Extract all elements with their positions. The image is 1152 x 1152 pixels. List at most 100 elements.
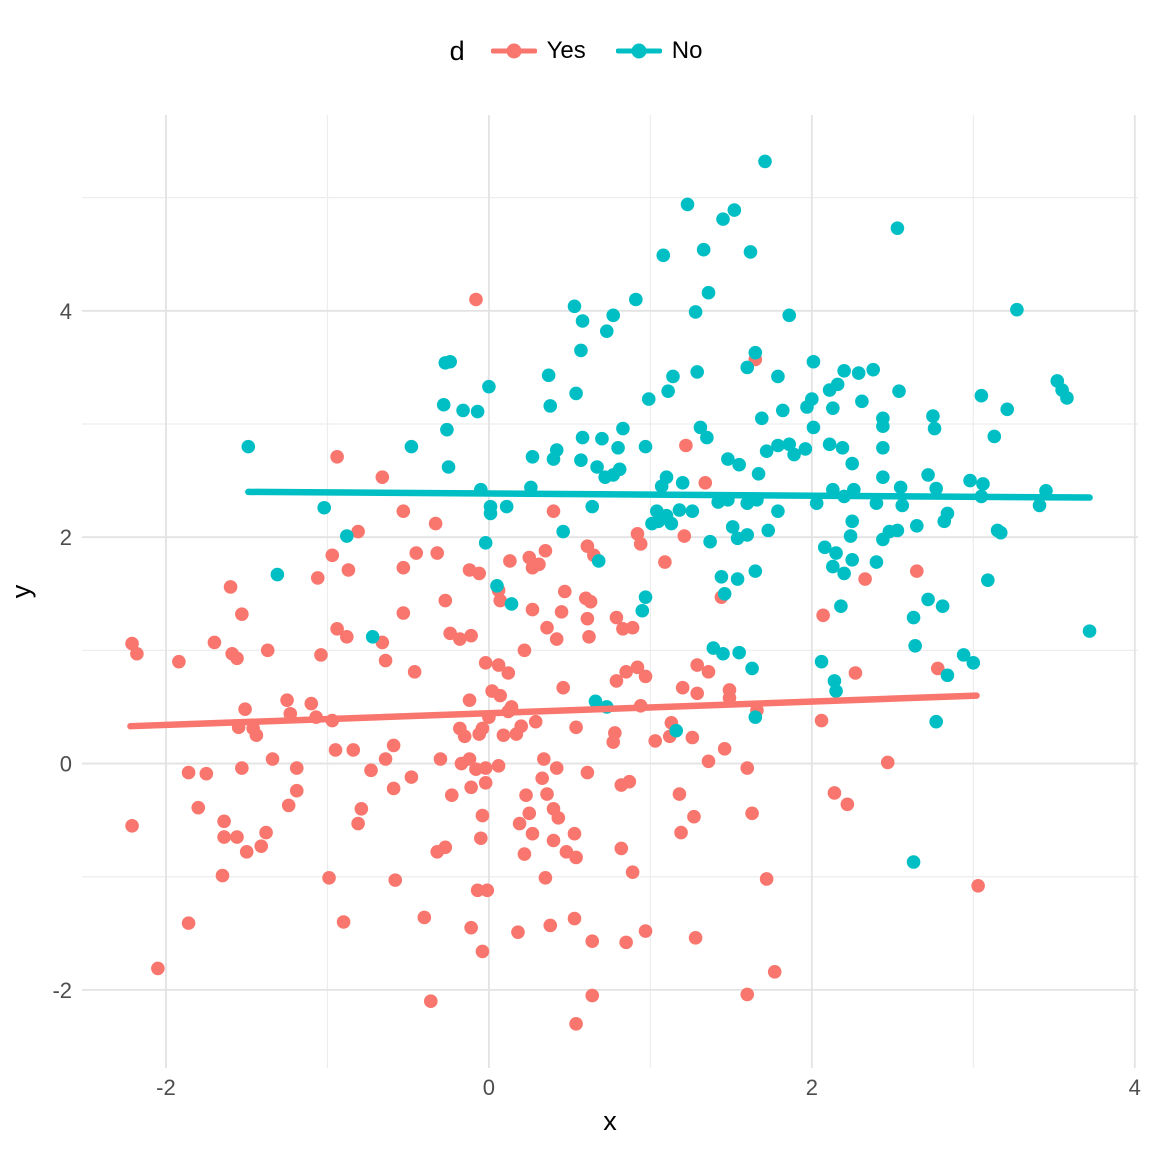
scatter-point-no — [730, 572, 745, 586]
scatter-point-yes — [540, 787, 554, 801]
scatter-point-no — [727, 203, 742, 217]
scatter-point-no — [543, 399, 558, 413]
scatter-point-no — [822, 437, 837, 452]
scatter-point-no — [490, 579, 504, 593]
scatter-point-yes — [745, 806, 759, 821]
scatter-point-yes — [536, 752, 551, 766]
scatter-point-no — [817, 540, 832, 555]
scatter-point-yes — [512, 816, 527, 831]
scatter-point-yes — [511, 925, 525, 939]
scatter-point-yes — [543, 918, 558, 933]
scatter-point-no — [588, 694, 603, 709]
scatter-point-no — [1032, 498, 1047, 513]
scatter-point-no — [599, 324, 614, 338]
scatter-point-no — [635, 603, 650, 618]
scatter-point-yes — [858, 572, 872, 586]
series-no — [241, 154, 1097, 869]
scatter-point-yes — [130, 646, 144, 661]
scatter-point-no — [574, 453, 588, 468]
scatter-point-yes — [567, 826, 582, 841]
scatter-point-yes — [540, 620, 554, 635]
scatter-point-yes — [909, 564, 924, 578]
scatter-point-no — [829, 546, 843, 560]
scatter-point-yes — [478, 761, 493, 775]
series-yes — [125, 292, 985, 1031]
scatter-point-no — [906, 855, 921, 869]
scatter-point-no — [611, 440, 625, 455]
scatter-point-no — [743, 245, 758, 259]
scatter-point-yes — [472, 566, 487, 581]
scatter-point-no — [606, 308, 621, 323]
scatter-point-yes — [259, 825, 273, 840]
scatter-point-no — [782, 437, 797, 452]
y-tick-label: -2 — [52, 978, 72, 1003]
scatter-point-yes — [457, 729, 472, 744]
scatter-point-yes — [559, 845, 574, 859]
scatter-point-yes — [522, 806, 537, 821]
scatter-point-yes — [217, 814, 231, 829]
x-tick-label: 2 — [806, 1075, 818, 1100]
scatter-point-yes — [428, 516, 443, 531]
scatter-point-no — [693, 420, 708, 435]
scatter-point-no — [680, 197, 695, 212]
scatter-point-yes — [475, 808, 490, 823]
scatter-point-yes — [609, 610, 624, 625]
scatter-point-yes — [648, 734, 663, 748]
scatter-point-no — [937, 514, 952, 529]
scatter-point-no — [546, 452, 561, 466]
scatter-point-no — [837, 363, 851, 378]
scatter-point-yes — [740, 761, 755, 775]
scatter-point-yes — [378, 752, 393, 766]
scatter-point-yes — [606, 735, 621, 749]
scatter-point-yes — [525, 826, 540, 841]
scatter-point-yes — [491, 658, 506, 672]
scatter-point-yes — [549, 761, 564, 775]
scatter-point-no — [270, 567, 285, 582]
scatter-point-no — [688, 305, 703, 319]
scatter-point-yes — [235, 761, 249, 775]
scatter-point-yes — [430, 546, 445, 560]
scatter-point-no — [541, 368, 556, 383]
scatter-point-yes — [223, 580, 238, 594]
scatter-point-no — [754, 411, 769, 426]
scatter-point-yes — [433, 752, 448, 766]
scatter-point-no — [829, 684, 843, 698]
scatter-point-no — [843, 529, 858, 543]
scatter-point-yes — [238, 702, 252, 717]
scatter-point-yes — [404, 770, 419, 784]
scatter-point-yes — [519, 788, 533, 803]
scatter-point-no — [638, 439, 653, 454]
scatter-point-no — [574, 343, 588, 358]
scatter-point-no — [606, 468, 621, 482]
scatter-point-yes — [569, 720, 583, 735]
scatter-point-no — [656, 248, 671, 263]
scatter-point-yes — [690, 658, 704, 672]
scatter-point-yes — [687, 809, 701, 824]
scatter-point-no — [782, 308, 797, 323]
y-axis-title: y — [6, 584, 36, 598]
scatter-point-no — [716, 646, 730, 661]
scatter-point-yes — [281, 798, 296, 813]
scatter-point-no — [567, 299, 582, 314]
scatter-point-yes — [930, 661, 945, 676]
scatter-point-yes — [509, 727, 524, 741]
scatter-point-yes — [314, 648, 328, 662]
scatter-point-yes — [386, 781, 401, 796]
scatter-point-yes — [503, 554, 517, 568]
scatter-point-no — [1082, 624, 1097, 638]
scatter-point-yes — [585, 934, 600, 949]
scatter-point-yes — [630, 660, 645, 675]
scatter-point-yes — [125, 636, 139, 651]
x-tick-label: 0 — [483, 1075, 495, 1100]
scatter-point-yes — [491, 759, 506, 773]
scatter-point-yes — [230, 830, 244, 844]
legend-label: Yes — [546, 37, 586, 64]
legend-key-icon — [490, 43, 537, 59]
scatter-point-yes — [672, 787, 687, 801]
x-tick-label: -2 — [156, 1075, 176, 1100]
scatter-point-no — [800, 400, 814, 414]
scatter-point-no — [556, 524, 570, 539]
scatter-point-yes — [396, 560, 411, 575]
scatter-point-yes — [580, 611, 595, 626]
